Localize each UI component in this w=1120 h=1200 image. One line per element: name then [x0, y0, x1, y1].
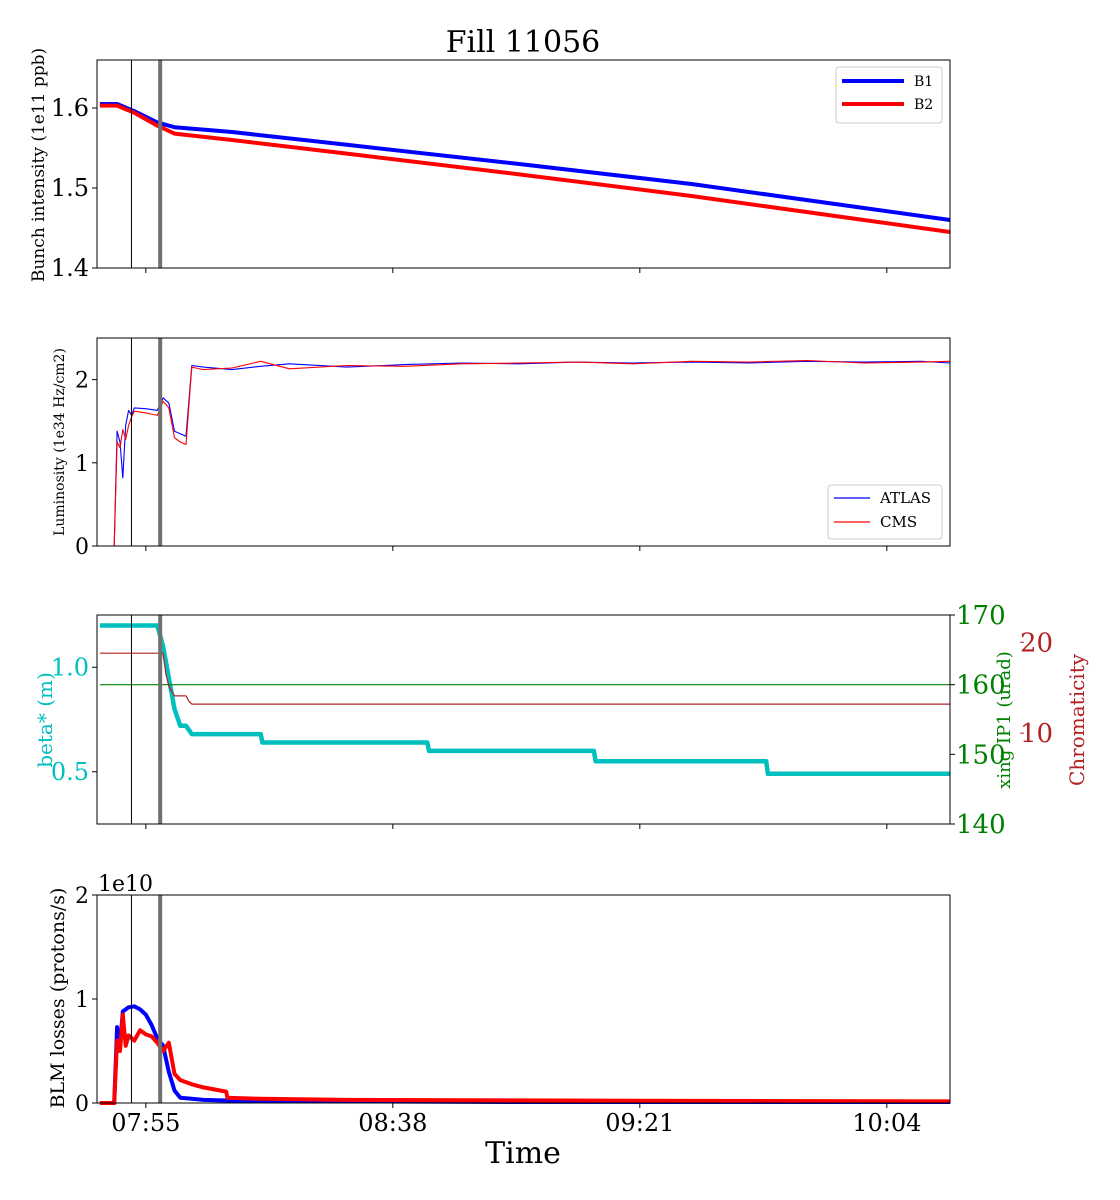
blm-offset-label: 1e10 [98, 872, 153, 897]
legend-label-b1: B1 [914, 74, 933, 90]
axes-frame [96, 894, 951, 1104]
panel-optics: beta* (m) xing IP1 (urad) Chromaticity 0… [33, 601, 1089, 840]
series-line-b2 [99, 103, 951, 234]
series-line-b1 [99, 1004, 950, 1105]
plot-area-bunch-intensity: 1.4 1.5 1.6 [51, 59, 951, 282]
y-tick-label: 0 [75, 1092, 89, 1117]
x-tick-label: 08:38 [358, 1109, 427, 1137]
x-tick-label: 09:21 [605, 1109, 674, 1137]
series-line-beta- [99, 623, 950, 777]
y-tick-label-right: 160 [956, 671, 1006, 701]
x-tick-label: 07:55 [111, 1109, 180, 1137]
axes-frame [96, 337, 951, 547]
plot-area-blm-losses: 07:55 08:38 09:21 10:04 0 1 2 [75, 884, 951, 1137]
y-tick-label-right2: 10 [1020, 719, 1053, 749]
y-tick-label: 1.4 [51, 254, 89, 282]
series-line-chromaticity [99, 652, 950, 705]
legend-label-atlas: ATLAS [879, 489, 931, 507]
y-tick-label: 1.0 [51, 653, 89, 681]
panel-blm-losses: BLM losses (protons/s) 1e10 07:55 08:38 09… [47, 872, 951, 1137]
y-tick-label: 0.5 [51, 758, 89, 786]
y-tick-label-right: 170 [956, 601, 1006, 631]
axes-frame [96, 59, 951, 269]
series-line-atlas [99, 360, 951, 547]
legend-label-b2: B2 [914, 97, 933, 113]
ylabel-bunch-intensity: Bunch intensity (1e11 ppb) [29, 48, 49, 282]
legend-label-cms: CMS [880, 513, 917, 531]
series-line-cms [99, 359, 951, 547]
y-tick-label: 1 [75, 452, 89, 477]
legend-bunch-intensity: B1 B2 [835, 66, 943, 124]
y-tick-label-right: 150 [956, 740, 1006, 770]
y-tick-label: 2 [75, 884, 89, 909]
plot-area-optics: 0.5 1.0 140 150 160 170 10 20 [51, 601, 1053, 840]
ylabel-blm-losses: BLM losses (protons/s) [47, 888, 69, 1109]
y-tick-label-right: 140 [956, 810, 1006, 840]
legend-luminosity: ATLAS CMS [827, 484, 943, 540]
plot-area-luminosity: 0 1 2 [75, 337, 951, 560]
x-axis-label: Time [485, 1136, 561, 1171]
y-tick-label: 1 [75, 988, 89, 1013]
axes-frame [96, 614, 951, 825]
series-line-b1 [99, 102, 951, 222]
ylabel-beta: beta* (m) [33, 672, 57, 768]
panel-bunch-intensity: Bunch intensity (1e11 ppb) 1.4 1.5 1.6 B1 … [29, 48, 951, 282]
y-tick-label: 2 [75, 369, 89, 394]
figure-title: Fill 11056 [446, 25, 601, 60]
y-tick-label: 0 [75, 535, 89, 560]
ylabel-luminosity: Luminosity (1e34 Hz/cm2) [52, 348, 68, 536]
y-tick-label-right2: 20 [1020, 628, 1053, 658]
y-tick-label: 1.6 [51, 94, 89, 122]
series-line-b2 [99, 1012, 951, 1105]
panel-luminosity: Luminosity (1e34 Hz/cm2) 0 1 2 ATLAS CMS [52, 337, 951, 560]
ylabel-chromaticity: Chromaticity [1065, 653, 1089, 786]
y-tick-label: 1.5 [51, 174, 89, 202]
ylabel-xing: xing IP1 (urad) [994, 651, 1015, 789]
x-tick-label: 10:04 [852, 1109, 921, 1137]
